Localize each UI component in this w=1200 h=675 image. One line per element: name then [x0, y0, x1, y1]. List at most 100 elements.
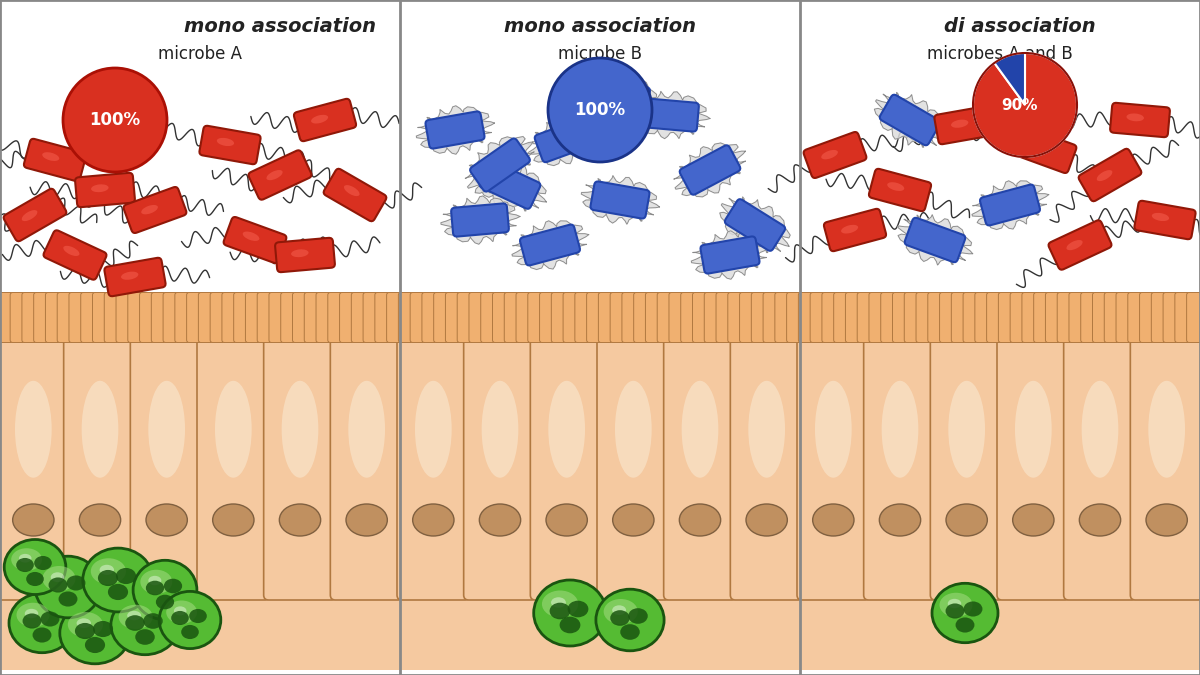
Ellipse shape	[149, 576, 161, 585]
FancyBboxPatch shape	[222, 292, 236, 342]
FancyBboxPatch shape	[294, 99, 356, 141]
Ellipse shape	[546, 504, 587, 536]
Ellipse shape	[127, 611, 142, 620]
Polygon shape	[416, 106, 494, 154]
Ellipse shape	[133, 560, 197, 620]
FancyBboxPatch shape	[305, 292, 319, 342]
FancyBboxPatch shape	[246, 292, 260, 342]
FancyBboxPatch shape	[952, 292, 966, 342]
FancyBboxPatch shape	[324, 169, 386, 221]
FancyBboxPatch shape	[46, 292, 60, 342]
FancyBboxPatch shape	[1110, 103, 1170, 137]
FancyBboxPatch shape	[798, 292, 814, 342]
FancyBboxPatch shape	[187, 292, 202, 342]
FancyBboxPatch shape	[293, 292, 307, 342]
FancyBboxPatch shape	[775, 292, 790, 342]
Ellipse shape	[13, 504, 54, 536]
FancyBboxPatch shape	[598, 335, 670, 600]
FancyBboxPatch shape	[0, 335, 70, 600]
Ellipse shape	[67, 612, 103, 637]
FancyBboxPatch shape	[679, 145, 740, 194]
FancyBboxPatch shape	[469, 292, 484, 342]
Text: mono association: mono association	[184, 17, 376, 36]
FancyBboxPatch shape	[422, 292, 437, 342]
Ellipse shape	[1079, 504, 1121, 536]
FancyBboxPatch shape	[804, 132, 866, 178]
FancyBboxPatch shape	[269, 292, 284, 342]
FancyBboxPatch shape	[151, 292, 167, 342]
FancyBboxPatch shape	[1163, 292, 1178, 342]
Ellipse shape	[542, 591, 578, 618]
Ellipse shape	[146, 504, 187, 536]
FancyBboxPatch shape	[80, 292, 96, 342]
Ellipse shape	[955, 618, 974, 632]
FancyBboxPatch shape	[1069, 292, 1084, 342]
Ellipse shape	[551, 597, 566, 608]
FancyBboxPatch shape	[980, 184, 1040, 225]
FancyBboxPatch shape	[634, 292, 649, 342]
Ellipse shape	[142, 205, 158, 215]
Ellipse shape	[346, 504, 388, 536]
FancyBboxPatch shape	[846, 292, 860, 342]
FancyBboxPatch shape	[725, 199, 785, 251]
Ellipse shape	[174, 606, 186, 616]
Ellipse shape	[679, 504, 721, 536]
FancyBboxPatch shape	[880, 95, 941, 145]
FancyBboxPatch shape	[824, 209, 886, 251]
Polygon shape	[720, 197, 791, 252]
Polygon shape	[898, 215, 973, 265]
FancyBboxPatch shape	[481, 292, 496, 342]
FancyBboxPatch shape	[340, 292, 354, 342]
FancyBboxPatch shape	[986, 292, 1002, 342]
Ellipse shape	[948, 599, 961, 608]
Ellipse shape	[282, 381, 318, 478]
Ellipse shape	[550, 603, 570, 620]
Ellipse shape	[548, 381, 586, 478]
FancyBboxPatch shape	[92, 292, 108, 342]
Ellipse shape	[932, 583, 998, 643]
Wedge shape	[973, 53, 1076, 157]
Ellipse shape	[60, 602, 130, 664]
FancyBboxPatch shape	[599, 292, 613, 342]
FancyBboxPatch shape	[610, 292, 625, 342]
Ellipse shape	[348, 381, 385, 478]
FancyBboxPatch shape	[1092, 292, 1108, 342]
Bar	[400, 340, 800, 670]
FancyBboxPatch shape	[787, 292, 802, 342]
FancyBboxPatch shape	[139, 292, 155, 342]
FancyBboxPatch shape	[997, 335, 1069, 600]
FancyBboxPatch shape	[935, 106, 996, 144]
Ellipse shape	[292, 249, 308, 257]
Ellipse shape	[1033, 142, 1049, 151]
Ellipse shape	[1152, 213, 1169, 221]
Ellipse shape	[887, 182, 905, 191]
Ellipse shape	[821, 150, 838, 159]
Ellipse shape	[14, 381, 52, 478]
Polygon shape	[582, 70, 659, 119]
Ellipse shape	[17, 603, 49, 627]
Ellipse shape	[568, 601, 588, 618]
Ellipse shape	[23, 614, 42, 628]
Ellipse shape	[215, 381, 252, 478]
Ellipse shape	[50, 572, 65, 582]
Ellipse shape	[880, 504, 920, 536]
FancyBboxPatch shape	[58, 292, 72, 342]
FancyBboxPatch shape	[1045, 292, 1061, 342]
FancyBboxPatch shape	[520, 225, 580, 265]
FancyBboxPatch shape	[275, 238, 335, 272]
Ellipse shape	[85, 637, 106, 653]
FancyBboxPatch shape	[398, 292, 413, 342]
FancyBboxPatch shape	[727, 292, 743, 342]
Circle shape	[548, 58, 652, 162]
FancyBboxPatch shape	[587, 292, 601, 342]
FancyBboxPatch shape	[1140, 292, 1154, 342]
FancyBboxPatch shape	[928, 292, 943, 342]
Wedge shape	[995, 53, 1025, 105]
FancyBboxPatch shape	[692, 292, 708, 342]
Ellipse shape	[166, 601, 197, 624]
Ellipse shape	[4, 539, 66, 595]
Ellipse shape	[612, 605, 626, 615]
FancyBboxPatch shape	[590, 182, 649, 219]
Text: 100%: 100%	[90, 111, 140, 129]
Ellipse shape	[146, 580, 164, 595]
